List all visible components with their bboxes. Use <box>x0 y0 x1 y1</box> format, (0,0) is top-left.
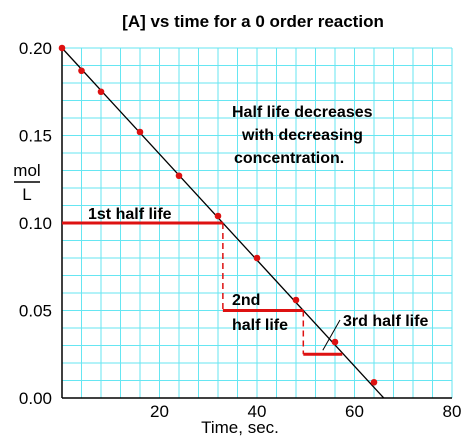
x-tick-label: 60 <box>345 402 364 421</box>
data-points <box>58 44 378 386</box>
x-tick-label: 40 <box>248 402 267 421</box>
half-life-2-label-line-2: half life <box>232 317 288 334</box>
y-tick-label: 0.15 <box>19 127 52 146</box>
tick-labels: 20 40 60 80 0.00 0.05 0.10 0.15 0.20 <box>19 39 462 421</box>
half-life-3-label: 3rd half life <box>343 313 428 330</box>
y-axis-label-numerator: mol <box>13 161 40 180</box>
data-point <box>97 88 105 96</box>
chart-title: [A] vs time for a 0 order reaction <box>122 12 384 31</box>
y-tick-label: 0.00 <box>19 389 52 408</box>
data-point <box>214 212 222 220</box>
annotation-line-3: concentration. <box>234 150 344 167</box>
annotation-line-1: Half life decreases <box>232 104 373 121</box>
annotation-line-2: with decreasing <box>241 127 363 144</box>
half-life-1-label: 1st half life <box>88 206 172 223</box>
data-point <box>292 296 300 304</box>
half-life-group <box>62 221 343 356</box>
x-axis-label: Time, sec. <box>201 418 279 437</box>
half-life-2-label-line-1: 2nd <box>232 292 260 309</box>
y-tick-label: 0.10 <box>19 214 52 233</box>
data-point <box>78 67 85 75</box>
data-point <box>253 254 261 262</box>
data-point <box>136 128 144 136</box>
data-point <box>331 338 339 346</box>
y-tick-label: 0.05 <box>19 302 52 321</box>
data-point <box>175 172 183 180</box>
y-axis-label-denominator: L <box>22 185 31 204</box>
data-point <box>58 44 66 52</box>
data-point <box>370 378 378 386</box>
half-life-3-pointer <box>322 319 341 351</box>
x-tick-label: 80 <box>443 402 462 421</box>
x-tick-label: 20 <box>150 402 169 421</box>
y-tick-label: 0.20 <box>19 39 52 58</box>
